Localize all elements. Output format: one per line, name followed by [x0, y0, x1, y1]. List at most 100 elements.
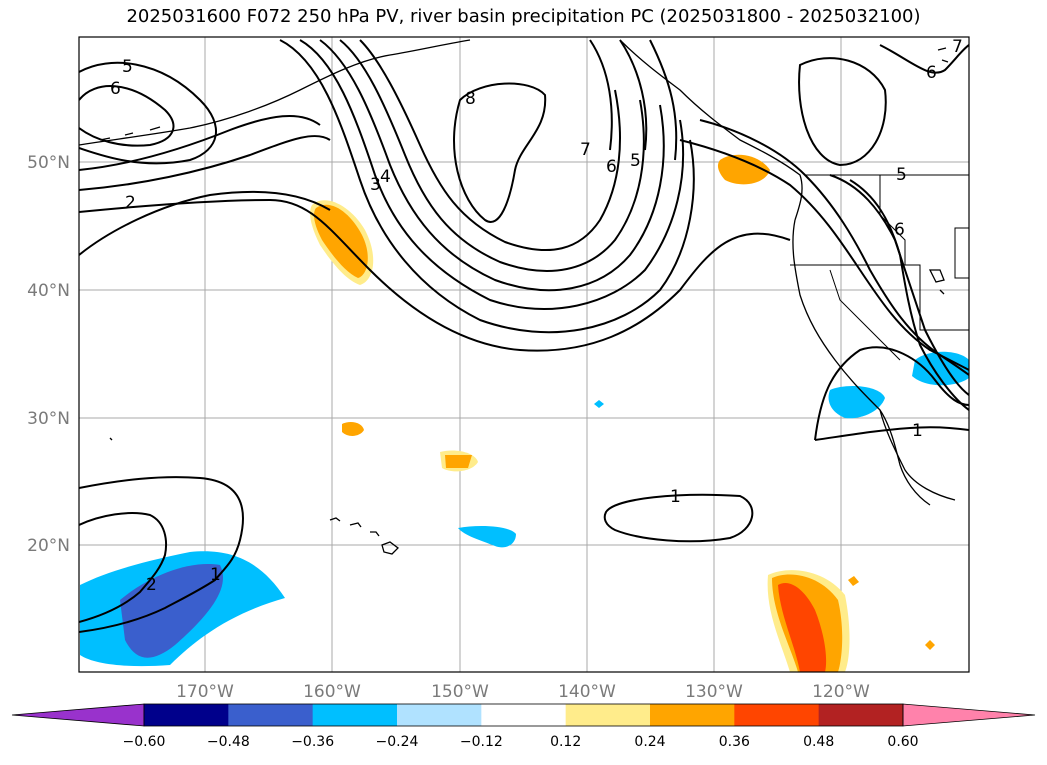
colorbar-extend-high — [902, 703, 1036, 727]
contour-label: 5 — [630, 151, 641, 171]
aleutian-coast — [79, 39, 471, 146]
aleutian-islands — [99, 126, 161, 141]
pv-contour-6 — [339, 39, 645, 272]
alaska-bc-coast — [619, 39, 803, 221]
state-borders — [790, 264, 969, 331]
contour-label: 6 — [894, 220, 905, 240]
state-borders — [879, 175, 906, 265]
precip-blob-positive — [848, 576, 859, 586]
pv-contour — [79, 134, 331, 191]
pv-contour-1 — [603, 493, 754, 543]
pv-contour — [79, 61, 217, 165]
colorbar-tick-label: 0.60 — [887, 734, 918, 750]
pv-contour — [589, 39, 678, 161]
colorbar-tick-label: −0.12 — [460, 734, 503, 750]
lat-label: 40°N — [27, 281, 70, 301]
contour-label: 7 — [952, 37, 963, 57]
pv-contour-1 — [814, 426, 969, 441]
pv-contour — [699, 119, 969, 376]
precip-blob-positive — [342, 422, 364, 436]
colorbar-tick-label: −0.60 — [123, 734, 166, 750]
colorbar-segment — [312, 704, 398, 726]
lat-label: 30°N — [27, 409, 70, 429]
lat-label: 50°N — [27, 153, 70, 173]
precip-blob-positive — [445, 455, 472, 468]
colorbar-tick-label: 0.24 — [634, 734, 665, 750]
us-west-coast — [792, 219, 931, 506]
pv-contour-8 — [453, 82, 547, 223]
contour-label: 6 — [110, 79, 121, 99]
islands — [928, 269, 945, 295]
hawaii-islands — [329, 517, 399, 555]
colorbar-segment — [734, 704, 820, 726]
precip-blob-negative — [828, 386, 885, 419]
contour-label: 5 — [122, 57, 133, 77]
precip-blob-positive — [717, 154, 770, 185]
contour-labels: 5 6 2 3 4 8 7 6 5 7 6 5 6 1 2 1 1 — [110, 37, 963, 595]
precip-blob-negative — [120, 564, 223, 658]
colorbar-segment — [228, 704, 314, 726]
lon-label: 140°W — [558, 682, 616, 702]
map-title: 2025031600 F072 250 hPa PV, river basin … — [126, 6, 921, 27]
pv-contour — [79, 190, 331, 256]
pv-contour — [79, 114, 321, 171]
lon-label: 150°W — [431, 682, 489, 702]
contour-label: 1 — [670, 487, 681, 507]
islands — [109, 437, 113, 441]
contour-label: 2 — [125, 193, 136, 213]
pv-contour-7 — [359, 39, 621, 252]
colorbar-tick-label: −0.36 — [291, 734, 334, 750]
colorbar-tick-label: 0.36 — [719, 734, 750, 750]
colorbar-tick-label: −0.24 — [376, 734, 419, 750]
gridlines — [79, 37, 969, 672]
coastlines — [79, 39, 969, 555]
colorbar-tick-label: −0.48 — [207, 734, 250, 750]
contour-label: 6 — [606, 157, 617, 177]
lat-label: 20°N — [27, 536, 70, 556]
pv-contour-2 — [79, 512, 168, 623]
contour-label: 1 — [912, 421, 923, 441]
pv-contour — [79, 85, 175, 147]
pv-contour-1 — [79, 476, 244, 633]
contour-label: 2 — [146, 575, 157, 595]
colorbar-segment — [481, 704, 567, 726]
pv-contour-3 — [279, 39, 695, 334]
islands — [937, 47, 949, 63]
pv-contour-5 — [319, 39, 665, 292]
lon-label: 170°W — [176, 682, 234, 702]
colorbar-frame — [143, 703, 904, 727]
colorbar-segment — [650, 704, 735, 726]
precip-blob-negative — [458, 526, 516, 548]
pv-contour — [879, 44, 969, 74]
pv-contour — [849, 179, 969, 411]
state-borders — [954, 227, 969, 279]
lon-label: 120°W — [812, 682, 870, 702]
colorbar-segment — [397, 704, 482, 726]
map-frame — [78, 36, 970, 673]
pv-contours — [79, 39, 969, 633]
colorbar-tick-label: 0.12 — [550, 734, 581, 750]
pv-contour — [814, 346, 969, 441]
baja-coast — [879, 409, 956, 501]
pv-contour-2 — [79, 198, 791, 352]
precip-shading — [80, 154, 969, 672]
colorbar-segment — [565, 704, 651, 726]
precip-blob-positive — [925, 640, 935, 650]
colorbar-segment — [144, 704, 229, 726]
contour-label: 3 — [370, 175, 381, 195]
colorbar-tick-label: 0.48 — [803, 734, 834, 750]
colorbar-extend-low — [11, 703, 145, 727]
contour-label: 7 — [580, 140, 591, 160]
pv-contour — [829, 174, 969, 396]
precip-blob-negative — [594, 400, 604, 408]
precip-blob-negative — [912, 351, 969, 386]
contour-label: 5 — [896, 165, 907, 185]
contour-label: 6 — [926, 63, 937, 83]
pv-contour — [798, 57, 887, 167]
colorbar-segment — [818, 704, 904, 726]
state-borders — [829, 269, 901, 361]
contour-label: 8 — [465, 89, 476, 109]
lon-label: 160°W — [303, 682, 361, 702]
lon-label: 130°W — [685, 682, 743, 702]
contour-label: 4 — [380, 167, 391, 187]
